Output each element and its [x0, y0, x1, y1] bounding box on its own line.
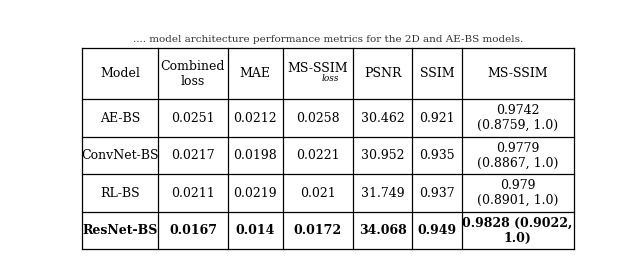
Text: MS-SSIM: MS-SSIM [487, 67, 548, 80]
Text: 0.0219: 0.0219 [234, 186, 277, 200]
Text: 0.021: 0.021 [300, 186, 335, 200]
Text: 0.0258: 0.0258 [296, 112, 339, 125]
Text: PSNR: PSNR [364, 67, 401, 80]
Text: 0.949: 0.949 [417, 224, 457, 237]
Text: ResNet-BS: ResNet-BS [83, 224, 158, 237]
Text: 0.0217: 0.0217 [171, 149, 214, 162]
Text: MS-SSIM: MS-SSIM [287, 62, 348, 75]
Text: 0.0211: 0.0211 [171, 186, 215, 200]
Text: 0.979
(0.8901, 1.0): 0.979 (0.8901, 1.0) [477, 179, 558, 207]
Text: 0.014: 0.014 [236, 224, 275, 237]
Text: 0.0198: 0.0198 [234, 149, 277, 162]
Text: 34.068: 34.068 [358, 224, 406, 237]
Text: 30.462: 30.462 [361, 112, 404, 125]
Text: 0.0251: 0.0251 [171, 112, 214, 125]
Text: 0.0212: 0.0212 [234, 112, 277, 125]
Text: AE-BS: AE-BS [100, 112, 140, 125]
Text: RL-BS: RL-BS [100, 186, 140, 200]
Text: 30.952: 30.952 [361, 149, 404, 162]
Text: 0.9779
(0.8867, 1.0): 0.9779 (0.8867, 1.0) [477, 141, 558, 170]
Text: Combined
loss: Combined loss [161, 60, 225, 88]
Text: 31.749: 31.749 [361, 186, 404, 200]
Text: 0.937: 0.937 [419, 186, 455, 200]
Text: 0.935: 0.935 [419, 149, 455, 162]
Text: 0.9828 (0.9022,
1.0): 0.9828 (0.9022, 1.0) [463, 216, 573, 245]
Text: 0.921: 0.921 [419, 112, 455, 125]
Text: 0.0167: 0.0167 [169, 224, 217, 237]
Text: SSIM: SSIM [420, 67, 454, 80]
Text: 0.0172: 0.0172 [294, 224, 342, 237]
Text: MAE: MAE [240, 67, 271, 80]
Text: 0.0221: 0.0221 [296, 149, 339, 162]
Text: loss: loss [321, 74, 339, 83]
Text: .... model architecture performance metrics for the 2D and AE-BS models.: .... model architecture performance metr… [133, 35, 523, 44]
Text: Model: Model [100, 67, 140, 80]
Text: 0.9742
(0.8759, 1.0): 0.9742 (0.8759, 1.0) [477, 104, 558, 132]
Text: ConvNet-BS: ConvNet-BS [81, 149, 159, 162]
